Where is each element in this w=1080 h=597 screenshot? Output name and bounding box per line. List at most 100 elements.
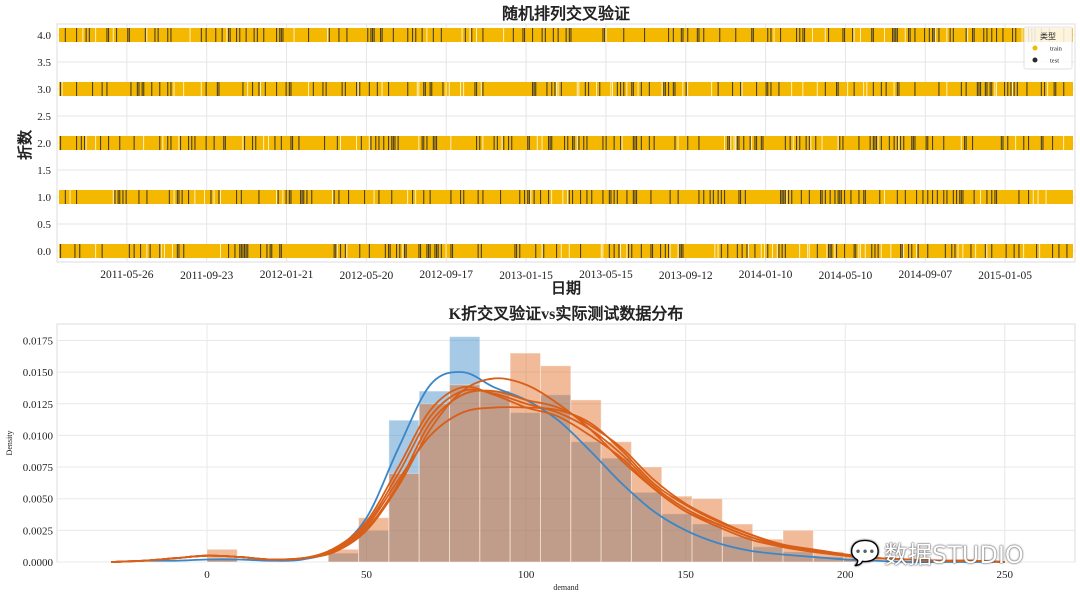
train-gap-mark	[476, 28, 477, 42]
test-sample-mark	[978, 82, 980, 96]
test-sample-mark	[101, 244, 103, 258]
test-sample-mark	[423, 82, 425, 96]
test-sample-mark	[874, 244, 876, 258]
test-sample-mark	[613, 244, 615, 258]
test-sample-mark	[519, 190, 521, 204]
test-sample-mark	[824, 190, 826, 204]
x-tick-label: 2011-05-26	[100, 269, 153, 281]
train-gap-mark	[898, 136, 900, 150]
test-sample-mark	[674, 82, 676, 96]
y-tick-label: 0.0	[37, 246, 51, 258]
test-sample-mark	[1052, 244, 1054, 258]
test-sample-mark	[407, 82, 409, 96]
test-sample-mark	[368, 244, 370, 258]
test-sample-mark	[1002, 28, 1004, 42]
train-gap-mark	[687, 82, 689, 96]
train-gap-mark	[450, 136, 452, 150]
test-sample-mark	[927, 136, 929, 150]
test-sample-mark	[664, 82, 666, 96]
train-gap-mark	[213, 190, 215, 204]
test-sample-mark	[348, 190, 350, 204]
test-sample-mark	[64, 28, 66, 42]
test-sample-mark	[917, 244, 919, 258]
test-sample-mark	[791, 190, 793, 204]
test-sample-mark	[573, 136, 575, 150]
test-sample-mark	[306, 190, 308, 204]
test-sample-mark	[895, 28, 897, 42]
test-sample-mark	[770, 28, 772, 42]
test-sample-mark	[482, 28, 484, 42]
train-gap-mark	[864, 244, 866, 258]
test-sample-mark	[760, 136, 762, 150]
test-sample-mark	[602, 190, 604, 204]
test-sample-mark	[788, 190, 790, 204]
train-gap-mark	[903, 244, 905, 258]
train-gap-mark	[282, 190, 284, 204]
test-sample-mark	[397, 136, 399, 150]
test-sample-mark	[962, 190, 964, 204]
test-hist-bar	[479, 390, 511, 563]
train-gap-mark	[568, 244, 570, 258]
test-sample-mark	[210, 190, 212, 204]
cv-hist-bar	[418, 403, 451, 563]
test-sample-mark	[973, 190, 975, 204]
x-tick-label: 2014-05-10	[819, 270, 873, 282]
train-gap-mark	[661, 82, 663, 96]
test-sample-mark	[738, 136, 740, 150]
test-sample-mark	[672, 28, 674, 42]
test-sample-mark	[938, 28, 940, 42]
test-sample-mark	[263, 28, 265, 42]
test-sample-mark	[698, 190, 700, 204]
test-sample-mark	[551, 82, 553, 96]
test-sample-mark	[885, 82, 887, 96]
test-sample-mark	[552, 28, 554, 42]
test-sample-mark	[338, 190, 340, 204]
train-gap-mark	[1032, 190, 1034, 204]
test-sample-mark	[991, 190, 993, 204]
test-sample-mark	[420, 244, 422, 258]
train-gap-mark	[724, 136, 725, 150]
test-sample-mark	[672, 82, 674, 96]
test-sample-mark	[808, 190, 810, 204]
test-sample-mark	[100, 136, 102, 150]
test-sample-mark	[796, 28, 798, 42]
test-sample-mark	[839, 190, 841, 204]
test-sample-mark	[583, 136, 585, 150]
test-sample-mark	[512, 28, 514, 42]
test-sample-mark	[76, 136, 78, 150]
test-sample-mark	[756, 136, 758, 150]
x-axis-label: 日期	[551, 279, 581, 297]
test-sample-mark	[407, 28, 409, 42]
train-gap-mark	[826, 244, 828, 258]
test-sample-mark	[292, 136, 294, 150]
test-sample-mark	[176, 190, 178, 204]
train-gap-mark	[242, 136, 244, 150]
test-sample-mark	[170, 28, 172, 42]
test-sample-mark	[944, 244, 946, 258]
test-sample-mark	[333, 190, 335, 204]
test-sample-mark	[194, 136, 196, 150]
x-tick-label: 2015-01-05	[978, 270, 1032, 282]
fold-train-band	[59, 82, 1073, 96]
test-sample-mark	[820, 190, 822, 204]
test-sample-mark	[896, 82, 898, 96]
test-sample-mark	[888, 136, 890, 150]
test-sample-mark	[228, 244, 230, 258]
test-sample-mark	[245, 28, 247, 42]
test-sample-mark	[224, 136, 226, 150]
test-sample-mark	[252, 82, 254, 96]
train-gap-mark	[610, 82, 612, 96]
train-gap-mark	[986, 244, 988, 258]
test-sample-mark	[429, 82, 431, 96]
test-hist-bar	[358, 529, 390, 563]
test-sample-mark	[896, 190, 898, 204]
test-sample-mark	[586, 190, 588, 204]
test-sample-mark	[956, 190, 958, 204]
train-gap-mark	[877, 136, 879, 150]
train-gap-mark	[853, 28, 855, 42]
test-sample-mark	[669, 190, 671, 204]
test-sample-mark	[727, 136, 729, 150]
test-sample-mark	[893, 136, 895, 150]
test-sample-mark	[136, 82, 138, 96]
train-gap-mark	[669, 244, 671, 258]
